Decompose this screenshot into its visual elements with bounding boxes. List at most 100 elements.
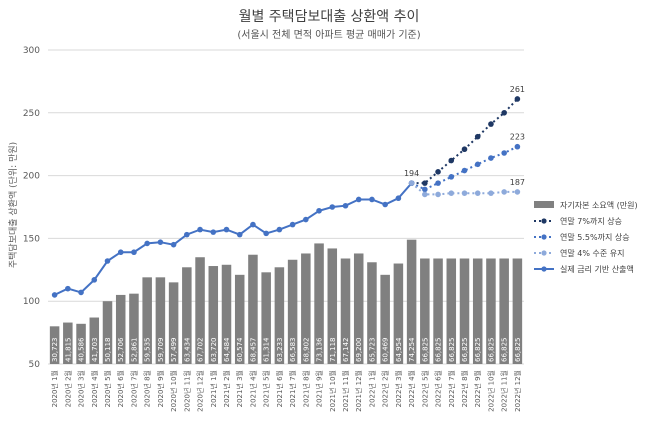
- series-point: [117, 249, 124, 256]
- x-tick-label: 2021년 7월: [288, 370, 297, 407]
- series-point: [448, 190, 455, 196]
- bar-value-label: 65,723: [368, 338, 376, 363]
- line-series: [51, 96, 521, 298]
- series-point: [435, 191, 441, 198]
- x-tick-label: 2022년 1월: [367, 370, 376, 407]
- bar: [301, 253, 311, 364]
- x-tick-label: 2021년 5월: [262, 370, 271, 407]
- bar-value-label: 67,142: [342, 338, 350, 363]
- series-point: [408, 180, 415, 186]
- series-point: [474, 161, 481, 168]
- series-point: [474, 133, 481, 140]
- x-tick-label: 2021년 8월: [301, 370, 310, 407]
- bar: [129, 293, 139, 364]
- y-tick-label: 100: [23, 297, 40, 307]
- series-point: [382, 201, 388, 208]
- data-annotation: 223: [510, 133, 525, 142]
- data-annotation: 187: [510, 178, 525, 187]
- bar-value-label: 66,583: [289, 338, 297, 363]
- bar: [182, 267, 192, 364]
- x-tick-label: 2020년 1월: [50, 370, 59, 407]
- bar-value-label: 67,702: [197, 338, 205, 363]
- series-point: [448, 157, 455, 164]
- x-tick-label: 2021년 2월: [222, 370, 231, 407]
- legend-marker: [541, 218, 547, 224]
- bar: [380, 274, 390, 364]
- bar: [420, 258, 430, 364]
- bar: [155, 277, 166, 364]
- series-point: [144, 240, 150, 247]
- bar-value-label: 52,706: [117, 337, 125, 362]
- series-point: [422, 186, 428, 193]
- series-point: [501, 110, 507, 116]
- bar-value-label: 30,723: [51, 338, 59, 363]
- legend-label: 연말 5.5%까지 상승: [560, 232, 630, 242]
- series-point: [435, 180, 441, 186]
- bar: [208, 266, 219, 364]
- x-tick-label: 2022년 6월: [434, 370, 443, 407]
- series-point: [236, 231, 243, 238]
- bar: [499, 258, 509, 364]
- bar-value-label: 74,254: [408, 337, 416, 362]
- bar: [327, 248, 338, 364]
- x-tick-label: 2021년 3월: [235, 370, 244, 407]
- bar-value-label: 73,136: [316, 337, 324, 362]
- y-tick-label: 50: [29, 360, 41, 370]
- legend-swatch: [534, 201, 554, 208]
- series-point: [210, 229, 217, 235]
- legend-label: 실제 금리 기반 산출액: [560, 264, 634, 274]
- y-axis-ticks: 50 100 150 200 250 300: [23, 46, 40, 370]
- x-tick-label: 2021년 6월: [275, 370, 284, 407]
- series-line: [54, 182, 413, 296]
- x-tick-label: 2022년 2월: [381, 370, 390, 407]
- bar: [353, 253, 364, 364]
- y-tick-label: 300: [23, 46, 40, 56]
- series-point: [514, 189, 521, 195]
- bar-value-label: 63,434: [183, 337, 191, 362]
- series-point: [276, 226, 283, 233]
- x-tick-label: 2022년 11월: [500, 370, 509, 412]
- series-point: [448, 174, 455, 180]
- bar-value-label: 66,825: [448, 338, 456, 363]
- bar-value-label: 59,535: [144, 338, 152, 363]
- bar-value-label: 66,825: [435, 338, 443, 363]
- x-tick-label: 2020년 2월: [63, 370, 72, 407]
- bar: [221, 264, 232, 364]
- bar: [89, 317, 100, 364]
- bar-value-label: 60,574: [236, 337, 244, 362]
- series-line: [410, 182, 518, 196]
- bar-value-label: 69,200: [355, 338, 363, 363]
- series-point: [263, 230, 269, 237]
- y-tick-label: 250: [23, 109, 40, 119]
- bar-value-label: 66,825: [487, 338, 495, 363]
- series-point: [170, 241, 177, 248]
- y-axis-label: 주택담보대출 상환액 (단위: 만원): [7, 142, 19, 268]
- series-point: [329, 204, 336, 210]
- bar: [367, 262, 377, 364]
- x-tick-label: 2020년 6월: [116, 370, 125, 407]
- bar: [433, 258, 443, 364]
- bar: [168, 282, 179, 364]
- x-tick-label: 2022년 12월: [513, 370, 522, 412]
- series-point: [422, 180, 428, 186]
- x-tick-label: 2020년 3월: [77, 370, 86, 407]
- bar: [472, 258, 483, 364]
- x-tick-label: 2022년 7월: [447, 370, 456, 407]
- bar-value-label: 71,118: [329, 338, 337, 363]
- x-tick-label: 2020년 9월: [156, 370, 165, 407]
- bar-value-label: 61,314: [263, 337, 271, 362]
- x-tick-label: 2022년 4월: [407, 370, 416, 407]
- bar: [115, 294, 126, 364]
- gridlines: [48, 49, 524, 365]
- series-point: [395, 195, 402, 202]
- x-tick-label: 2020년 10월: [169, 370, 178, 412]
- legend-label: 자기자본 소요액 (만원): [560, 200, 638, 210]
- chart-title: 월별 주택담보대출 상환액 추이: [238, 9, 420, 25]
- bar-series: [49, 239, 523, 364]
- bar-value-label: 66,825: [474, 338, 482, 363]
- series-point: [78, 289, 84, 296]
- bar: [406, 239, 417, 364]
- series-point: [461, 167, 468, 174]
